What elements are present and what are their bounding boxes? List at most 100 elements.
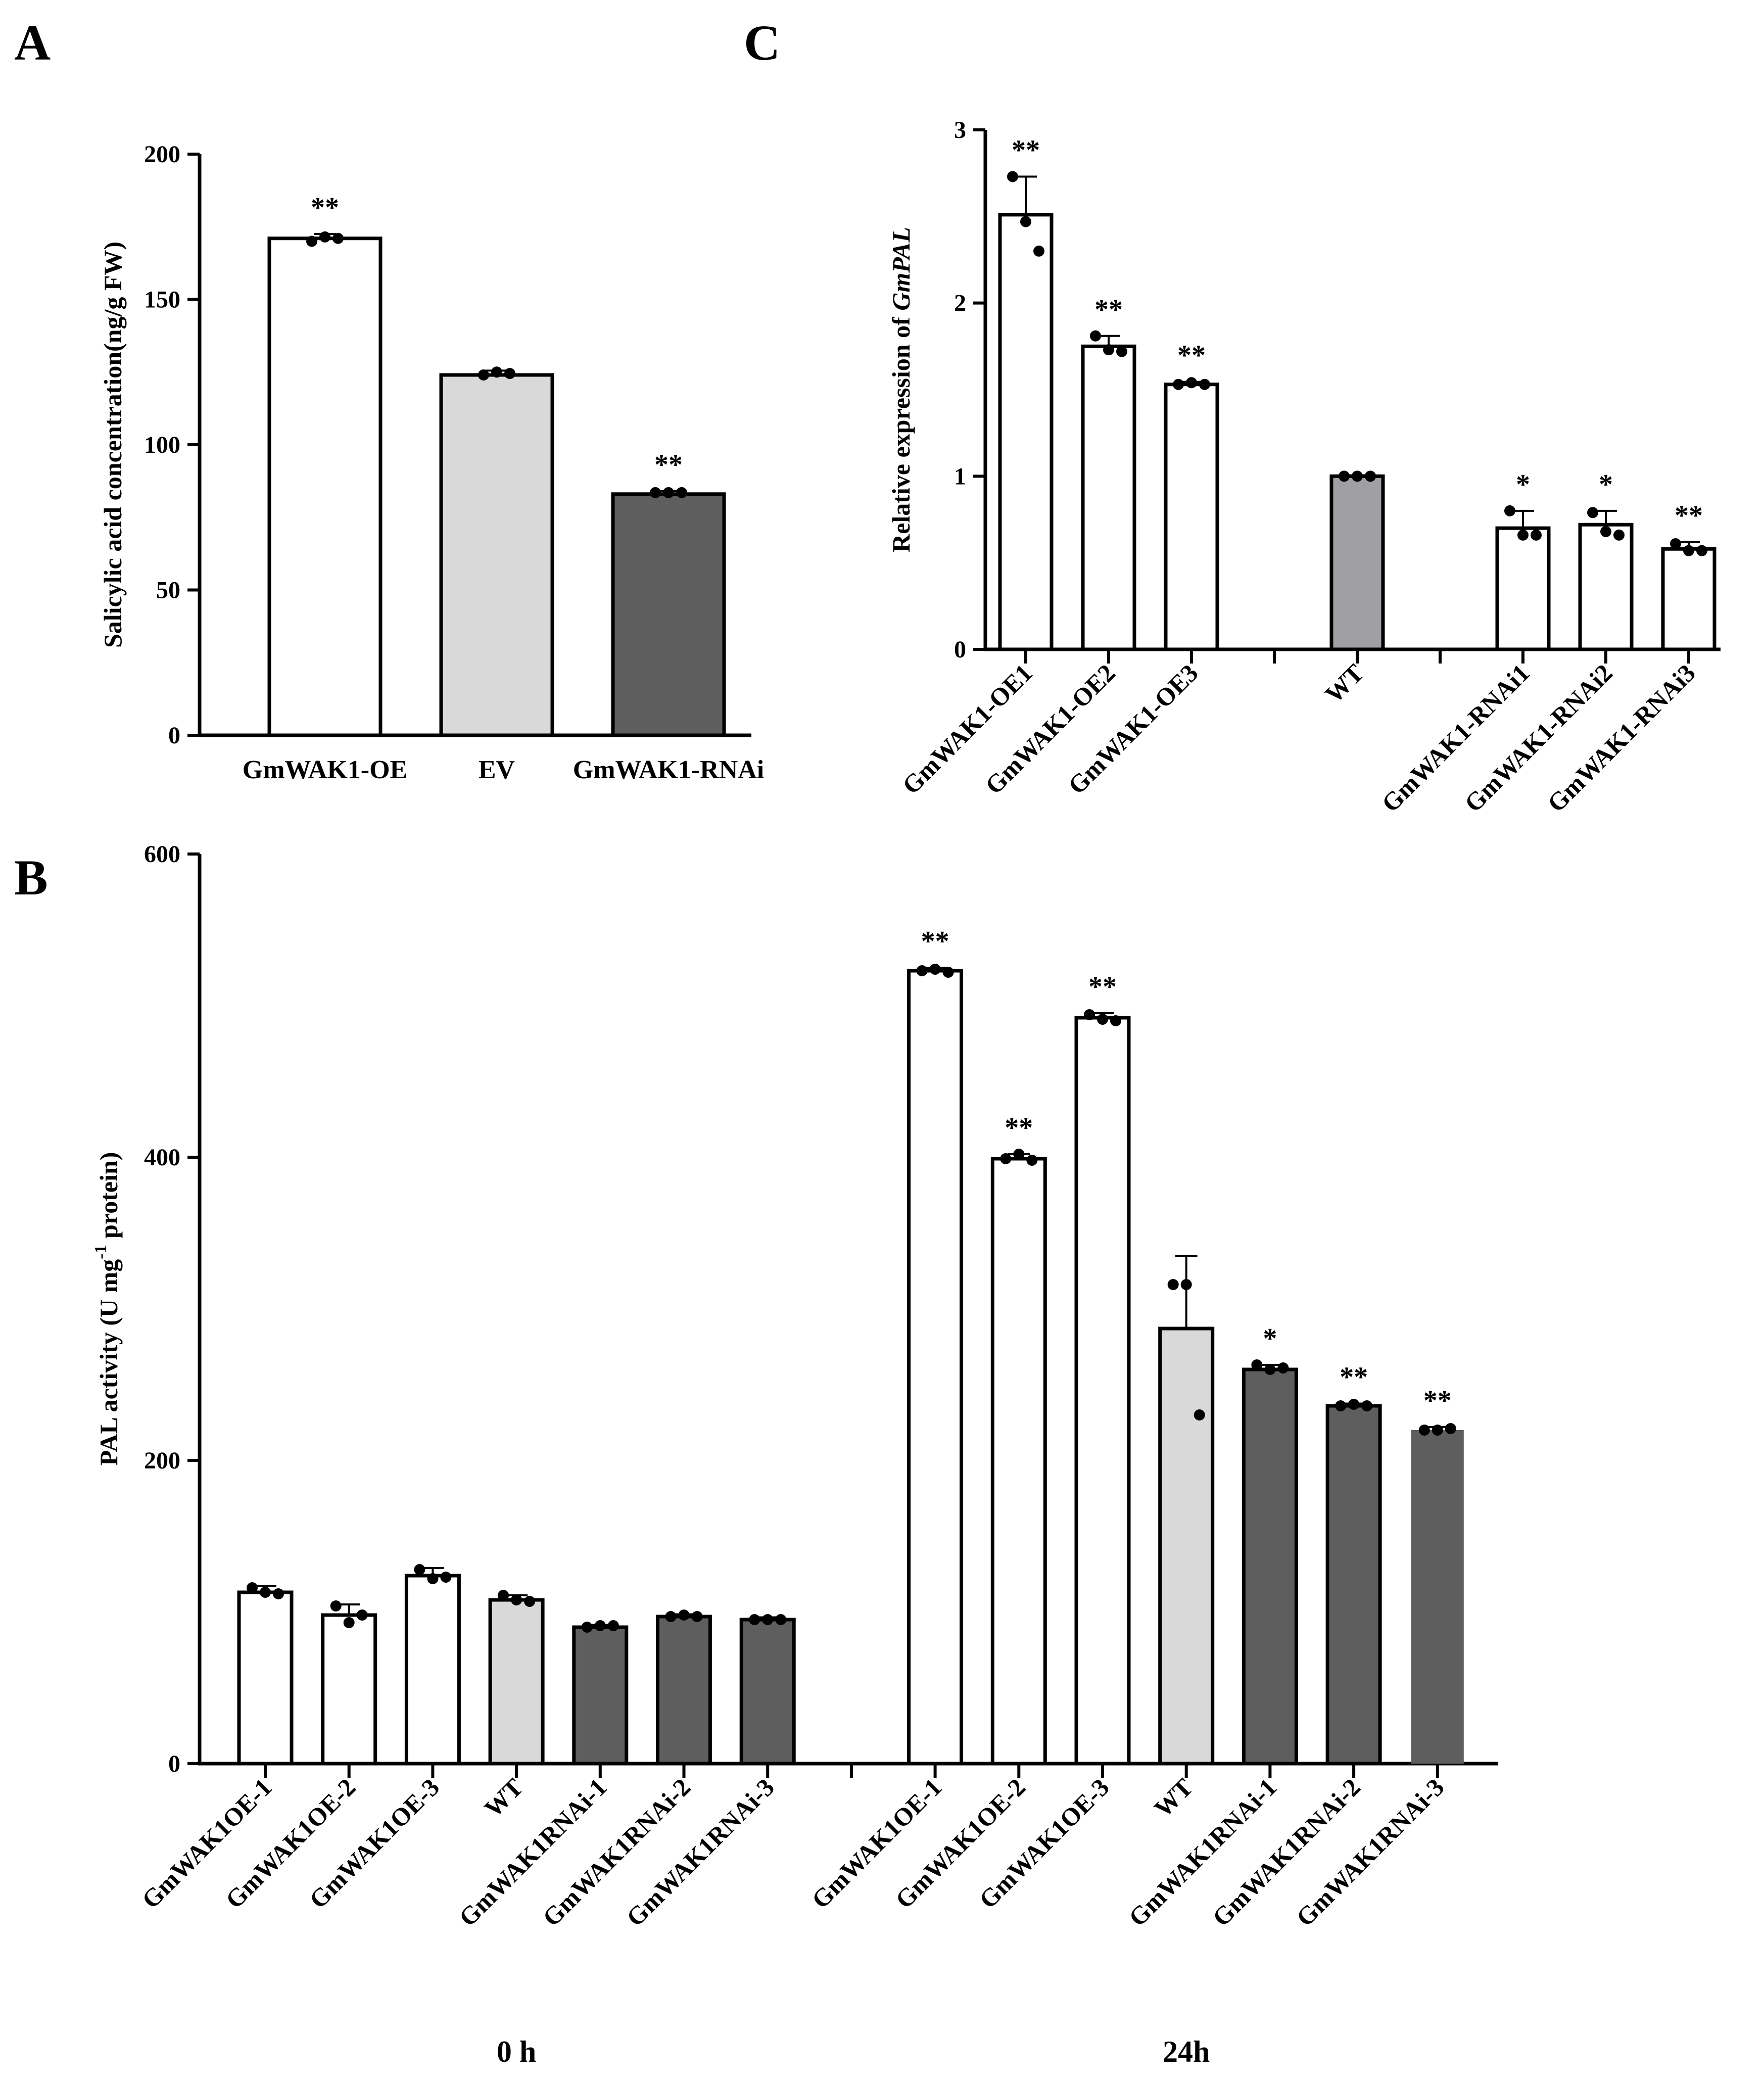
bar <box>267 236 383 737</box>
significance-label: ** <box>1340 1362 1368 1393</box>
y-axis-title: PAL activity (U mg-1 protein) <box>91 1152 123 1466</box>
data-point <box>1432 1425 1443 1436</box>
chart-b: 0 200 400 600 PAL activity (U mg-1 protein) G… <box>91 841 1498 2068</box>
data-point <box>650 487 661 498</box>
bar <box>321 1613 377 1766</box>
bar <box>1411 1430 1464 1764</box>
data-point <box>1445 1423 1456 1434</box>
bar <box>656 1615 712 1766</box>
x-tick-label: GmWAK1RNAi-1 <box>1123 1773 1282 1932</box>
panel-letter-c: C <box>744 15 780 71</box>
significance-label: ** <box>1423 1385 1452 1416</box>
data-point <box>1110 1015 1121 1026</box>
bar <box>739 1618 796 1766</box>
bar <box>1164 383 1219 651</box>
bar <box>488 1598 545 1766</box>
significance-label: ** <box>1177 340 1206 371</box>
y-axis-title: Relative expression of GmPAL <box>887 227 915 552</box>
y-tick-label: 0 <box>954 636 966 663</box>
data-point <box>1517 529 1529 541</box>
data-point <box>1013 1149 1025 1160</box>
y-tick-label: 0 <box>168 1750 180 1777</box>
data-point <box>524 1596 536 1607</box>
x-tick-label: GmWAK1-OE <box>243 755 407 784</box>
y-tick-label: 150 <box>144 287 180 313</box>
data-point <box>1264 1364 1276 1375</box>
data-point <box>1587 507 1598 518</box>
data-point <box>1007 171 1018 182</box>
y-tick-label: 200 <box>144 141 180 168</box>
data-point <box>1696 545 1707 556</box>
bar <box>1495 526 1551 651</box>
data-point <box>1339 470 1350 482</box>
y-axis-title-prefix: Relative expression of <box>887 311 915 552</box>
x-tick-label: EV <box>479 755 515 784</box>
y-tick-label: 400 <box>144 1144 180 1171</box>
data-point <box>676 487 687 498</box>
y-tick-label: 100 <box>144 432 180 458</box>
bar <box>572 1625 629 1766</box>
data-point <box>1335 1400 1347 1411</box>
y-tick-label: 3 <box>954 117 966 144</box>
data-point <box>1103 344 1114 356</box>
data-point <box>260 1587 271 1598</box>
data-point <box>332 232 344 244</box>
data-point <box>1033 245 1044 257</box>
data-point <box>427 1573 439 1584</box>
data-point <box>581 1622 593 1633</box>
significance-label: ** <box>1088 971 1117 1003</box>
data-point <box>1000 1153 1012 1164</box>
x-tick-label: GmWAK1RNAi-2 <box>537 1773 696 1932</box>
data-point <box>1504 505 1515 516</box>
data-point <box>916 965 928 976</box>
data-point <box>929 964 941 975</box>
data-point <box>511 1594 522 1605</box>
y-axis-title-end: protein) <box>94 1152 123 1245</box>
bar <box>1329 474 1385 651</box>
panel-letter-a: A <box>14 15 51 71</box>
data-point <box>1600 526 1611 537</box>
significance-label: ** <box>654 449 683 481</box>
data-point <box>273 1588 284 1599</box>
data-point <box>1173 378 1184 390</box>
significance-label: * <box>1516 469 1530 500</box>
data-point <box>1277 1362 1289 1373</box>
data-point <box>343 1617 355 1628</box>
data-point <box>1020 216 1031 227</box>
data-point <box>1365 470 1376 482</box>
panel-letter-b: B <box>14 849 48 906</box>
data-point <box>663 487 674 498</box>
data-point <box>306 235 317 247</box>
significance-label: ** <box>1094 294 1123 325</box>
significance-label: * <box>1263 1323 1277 1354</box>
data-point <box>691 1611 703 1622</box>
data-point <box>1348 1399 1360 1410</box>
data-point <box>491 366 502 378</box>
y-tick-label: 0 <box>168 722 180 749</box>
bar <box>404 1574 461 1766</box>
data-point <box>749 1614 760 1625</box>
data-point <box>1167 1279 1179 1290</box>
data-point <box>414 1564 425 1575</box>
bar <box>1661 547 1717 651</box>
bar <box>998 213 1054 651</box>
bar <box>1325 1404 1382 1766</box>
significance-label: ** <box>1005 1112 1033 1144</box>
data-point <box>356 1609 368 1621</box>
data-point <box>504 368 515 380</box>
significance-label: ** <box>1675 500 1703 532</box>
bar <box>237 1590 294 1766</box>
chart-a: 0 50 100 150 200 Salicylic acid concentration… <box>99 141 764 784</box>
data-point <box>1180 1279 1192 1290</box>
data-point <box>1683 545 1694 556</box>
x-tick-label: GmWAK1-RNAi3 <box>1542 658 1701 818</box>
data-point <box>607 1620 619 1631</box>
data-point <box>440 1572 452 1583</box>
x-tick-label: WT <box>479 1773 529 1823</box>
x-tick-label: GmWAK1-RNAi <box>573 755 764 784</box>
bar <box>1578 523 1634 651</box>
data-point <box>478 369 489 381</box>
bar <box>1242 1367 1298 1766</box>
significance-label: ** <box>1012 135 1040 166</box>
